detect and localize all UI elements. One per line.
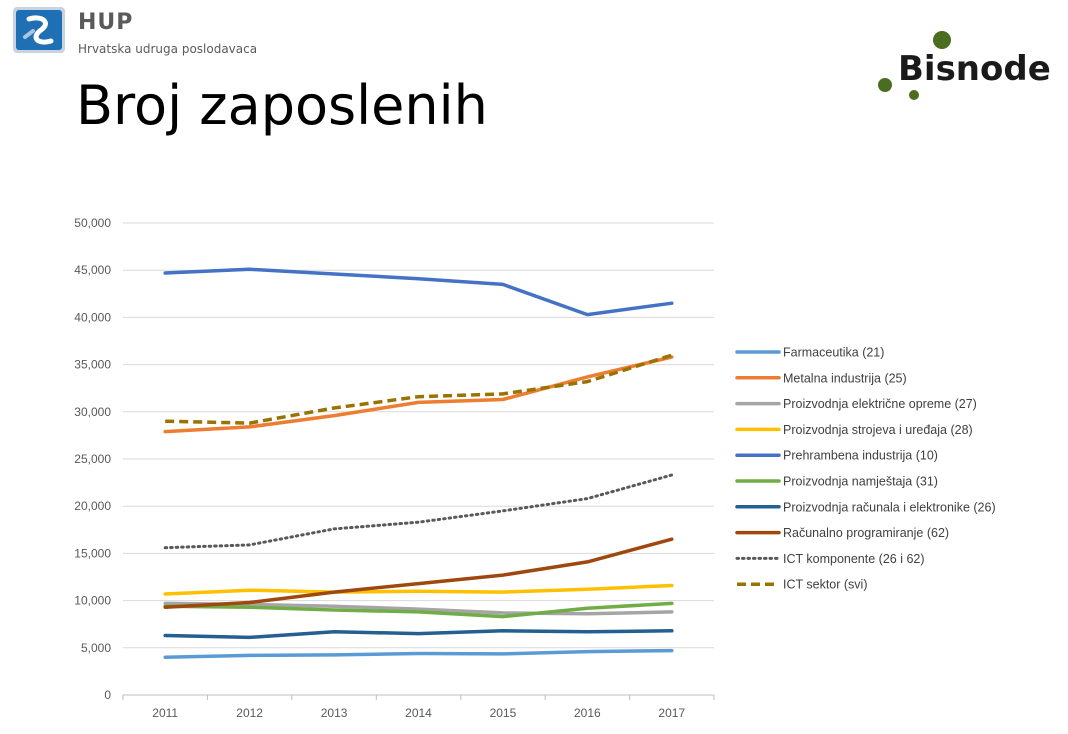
hup-logo-icon: [13, 7, 65, 53]
y-tick-label: 25,000: [74, 452, 111, 466]
legend-label: Proizvodnja električne opreme (27): [783, 397, 977, 411]
org-short-name: HUP: [78, 10, 134, 35]
y-axis-tick-labels: 0 5,000 10,000 15,000 20,000 25,000 30,000 35,0…: [74, 216, 111, 702]
y-tick-label: 30,000: [74, 405, 111, 419]
y-tick-label: 15,000: [74, 546, 111, 560]
y-tick-label: 10,000: [74, 594, 111, 608]
series-line-3: [163, 601, 674, 616]
legend-label: Računalno programiranje (62): [783, 526, 949, 540]
legend-label: Metalna industrija (25): [783, 371, 907, 385]
y-tick-label: 40,000: [74, 310, 111, 324]
chart-series-lines: [163, 267, 674, 659]
legend-label: Prehrambena industrija (10): [783, 449, 938, 463]
x-tick-label: 2013: [321, 706, 348, 720]
x-tick-label: 2017: [658, 706, 685, 720]
y-tick-label: 20,000: [74, 499, 111, 513]
series-line-2: [163, 355, 674, 434]
legend-label: ICT komponente (26 i 62): [783, 552, 925, 566]
chart-gridlines: [123, 222, 714, 696]
org-full-name: Hrvatska udruga poslodavaca: [78, 42, 258, 56]
page-title: Broj zaposlenih: [76, 74, 488, 137]
y-tick-label: 5,000: [81, 641, 111, 655]
y-tick-label: 0: [104, 688, 111, 702]
x-tick-label: 2012: [236, 706, 263, 720]
x-tick-label: 2014: [405, 706, 432, 720]
y-tick-label: 45,000: [74, 263, 111, 277]
legend-label: ICT sektor (svi): [783, 578, 868, 592]
y-tick-label: 50,000: [74, 216, 111, 230]
bisnode-logo: Bisnode: [872, 28, 1062, 104]
series-line-6: [163, 601, 674, 619]
bisnode-logo-text: Bisnode: [898, 49, 1051, 89]
legend-label: Proizvodnja strojeva i uređaja (28): [783, 423, 973, 437]
x-tick-label: 2015: [490, 706, 517, 720]
series-line-4: [163, 583, 674, 596]
series-line-5: [163, 267, 674, 317]
x-tick-label: 2011: [152, 706, 178, 720]
x-axis-tick-labels: 2011 2012 2013 2014 2015 2016 2017: [122, 695, 715, 720]
series-line-10: [165, 353, 673, 425]
legend-label: Farmaceutika (21): [783, 346, 884, 360]
x-tick-label: 2016: [574, 706, 601, 720]
series-line-9: [163, 473, 674, 550]
chart-legend: Farmaceutika (21) Metalna industrija (25)…: [735, 346, 996, 592]
series-line-1: [163, 648, 674, 659]
series-line-7: [163, 629, 674, 640]
series-line-8: [163, 537, 674, 609]
y-tick-label: 35,000: [74, 358, 111, 372]
legend-label: Proizvodnja namještaja (31): [783, 475, 938, 489]
legend-label: Proizvodnja računala i elektronike (26): [783, 500, 996, 514]
